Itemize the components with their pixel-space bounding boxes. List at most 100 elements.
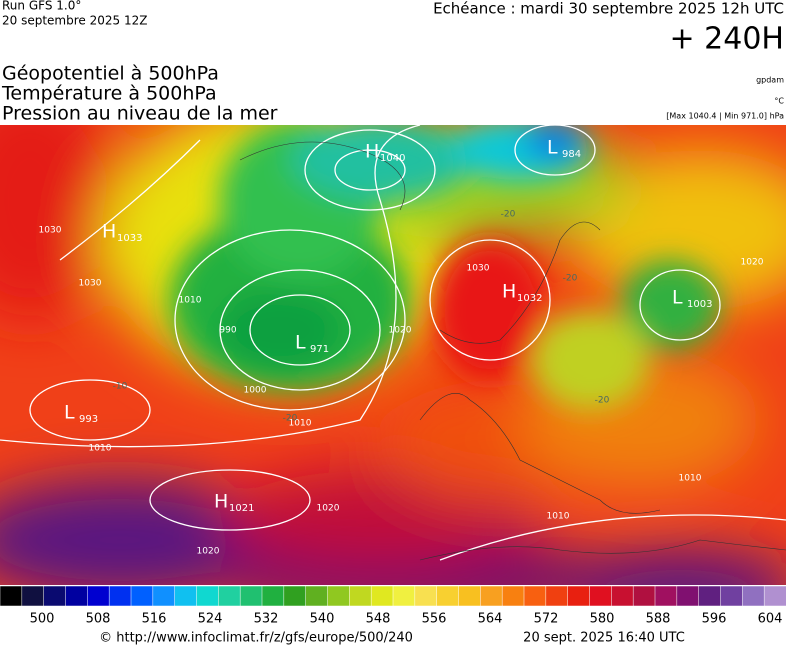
temperature-label: -10 — [113, 382, 128, 392]
colorbar-swatch — [654, 585, 678, 607]
colorbar-swatch — [501, 585, 525, 607]
colorbar: 500 508 516 524 532 540 548 556 564 572 580 588 596 6… — [0, 585, 786, 627]
colorbar-swatch — [676, 585, 700, 607]
center-value: 1003 — [687, 299, 712, 310]
colorbar-swatch — [152, 585, 176, 607]
colorbar-swatch — [370, 585, 394, 607]
source: © http://www.infoclimat.fr/z/gfs/europe/… — [99, 631, 413, 646]
center-type: L — [64, 402, 75, 424]
colorbar-label: 508 — [86, 612, 111, 627]
colorbar-swatch — [130, 585, 154, 607]
colorbar-swatch — [327, 585, 351, 607]
colorbar-swatch — [174, 585, 198, 607]
timestamp: 20 sept. 2025 16:40 UTC — [523, 631, 685, 646]
unit: [Max 1040.4 | Min 971.0] hPa — [666, 112, 784, 121]
isobar-label: 990 — [219, 326, 236, 336]
colorbar-swatch — [742, 585, 765, 607]
unit: °C — [774, 97, 784, 106]
temperature-label: -20 — [283, 414, 298, 424]
isobar-label: 1000 — [244, 386, 267, 396]
colorbar-label: 556 — [422, 612, 447, 627]
coastlines — [239, 141, 786, 561]
colorbar-swatch — [632, 585, 656, 607]
colorbar-swatch — [0, 585, 23, 607]
isobar-label: 1020 — [389, 326, 412, 336]
colorbar-swatch — [414, 585, 438, 607]
colorbar-label: 588 — [646, 612, 671, 627]
colorbar-label: 604 — [758, 612, 783, 627]
colorbar-swatch — [480, 585, 503, 607]
temperature-label: -20 — [501, 210, 516, 220]
colorbar-swatch — [305, 585, 329, 607]
colorbar-swatch — [545, 585, 569, 607]
temperature-label: -20 — [563, 274, 578, 284]
colorbar-label: 572 — [534, 612, 559, 627]
colorbar-swatch — [21, 585, 45, 607]
center-type: H — [214, 491, 228, 513]
center-type: L — [295, 332, 306, 354]
isobar-label: 1010 — [179, 296, 202, 306]
colorbar-swatch — [698, 585, 722, 607]
colorbar-swatch — [589, 585, 613, 607]
isobar-label: 1010 — [547, 512, 570, 522]
isobars — [0, 125, 786, 561]
lead-time: + 240H — [670, 22, 785, 57]
colorbar-swatch — [567, 585, 591, 607]
colorbar-label: 564 — [478, 612, 503, 627]
colorbar-label: 516 — [142, 612, 167, 627]
title: Géopotentiel à 500hPa — [2, 63, 219, 85]
colorbar-swatch — [349, 585, 372, 607]
colorbar-swatch — [218, 585, 241, 607]
title: Pression au niveau de la mer — [2, 103, 278, 125]
colorbar-swatch — [720, 585, 744, 607]
run: Run GFS 1.0° — [2, 0, 81, 13]
isobar-label: 1030 — [39, 226, 62, 236]
center-type: L — [672, 287, 683, 309]
isobar-label: 1010 — [289, 419, 312, 429]
isobar-label: 1030 — [467, 264, 490, 274]
center-type: H — [365, 141, 379, 163]
center-type: L — [547, 137, 558, 159]
colorbar-label: 540 — [310, 612, 335, 627]
colorbar-label: 532 — [254, 612, 279, 627]
colorbar-label: 596 — [702, 612, 727, 627]
colorbar-swatch — [523, 585, 547, 607]
colorbar-swatch — [283, 585, 307, 607]
colorbar-label: 524 — [198, 612, 223, 627]
colorbar-swatch — [261, 585, 285, 607]
isobar-label: 1010 — [679, 474, 702, 484]
colorbar-swatch — [458, 585, 482, 607]
colorbar-label: 548 — [366, 612, 391, 627]
run-date: 20 septembre 2025 12Z — [2, 14, 147, 28]
colorbar-swatch — [87, 585, 110, 607]
center-value: 984 — [562, 149, 581, 160]
colorbar-swatch — [392, 585, 416, 607]
valid-time: Echéance : mardi 30 septembre 2025 12h U… — [433, 0, 784, 18]
title: Température à 500hPa — [1, 83, 217, 105]
isobar-label: 1010 — [89, 444, 112, 454]
center-value: 1021 — [229, 503, 254, 514]
colorbar-swatch — [239, 585, 263, 607]
center-value: 971 — [310, 344, 329, 355]
isobar-label: 1020 — [741, 258, 764, 268]
colorbar-label: 580 — [590, 612, 615, 627]
colorbar-swatch — [436, 585, 460, 607]
center-type: H — [502, 281, 516, 303]
center-value: 1033 — [117, 233, 142, 244]
unit: gpdam — [756, 76, 784, 85]
colorbar-label: 500 — [30, 612, 55, 627]
center-value: 993 — [79, 414, 98, 425]
colorbar-swatch — [108, 585, 132, 607]
colorbar-swatch — [43, 585, 67, 607]
temperature-label: -20 — [595, 396, 610, 406]
isobar-label: 1020 — [197, 547, 220, 557]
colorbar-swatch — [763, 585, 786, 607]
center-type: H — [102, 221, 116, 243]
colorbar-swatch — [196, 585, 220, 607]
isobar-label: 1030 — [79, 279, 102, 289]
center-value: 1040 — [380, 153, 405, 164]
isobar-label: 1020 — [317, 504, 340, 514]
